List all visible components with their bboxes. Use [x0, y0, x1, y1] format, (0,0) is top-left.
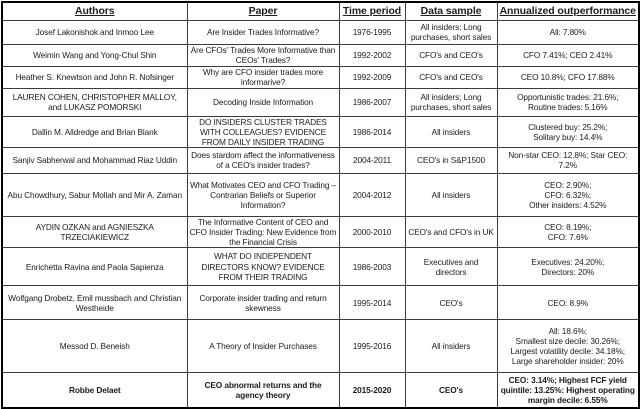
data-sample-cell: All insiders; Long purchases, short sale… — [404, 87, 498, 117]
outperformance-cell: Clustered buy: 25.2%; Solitary buy: 14.4… — [496, 115, 640, 148]
time-period-cell: 2004-2012 — [338, 172, 406, 217]
authors-cell: Wolfgang Drobetz, Emil mussbach and Chri… — [1, 285, 188, 321]
data-sample-cell: All insiders; Long purchases, short sale… — [404, 19, 498, 45]
time-period-cell: 2000-2010 — [338, 215, 406, 249]
time-period-cell: 1986-2007 — [338, 87, 406, 117]
data-sample-cell: CEO's — [404, 285, 498, 321]
outperformance-cell: CFO 7.41%; CEO 2.41% — [496, 43, 640, 67]
outperformance-cell: CEO: 8.19%; CFO: 7.6% — [496, 215, 640, 249]
authors-cell: Weimin Wang and Yong-Chul Shin — [1, 43, 188, 67]
paper-cell: What Motivates CEO and CFO Trading – Con… — [186, 172, 340, 217]
time-period-cell: 1986-2014 — [338, 115, 406, 148]
outperformance-cell: Executives: 24.20%; Directors: 20% — [496, 247, 640, 287]
table-row: Josef Lakonishok and Inmoo Lee Are Insid… — [1, 19, 640, 45]
paper-cell: Does stardom affect the informativeness … — [186, 146, 340, 174]
time-period-cell: 2004-2011 — [338, 146, 406, 174]
outperformance-cell: CEO: 3.14%; Highest FCF yield quintile: … — [496, 372, 640, 409]
authors-cell: Messod D. Beneish — [1, 319, 188, 374]
time-period-cell: 1992-2009 — [338, 65, 406, 89]
table-row: Dallin M. Alldredge and Brian Blank DO I… — [1, 115, 640, 148]
table-row: Heather S. Knewtson and John R. Nofsinge… — [1, 65, 640, 89]
data-sample-cell: All insiders — [404, 319, 498, 374]
table-row: Abu Chowdhury, Sabur Mollah and Mir A. Z… — [1, 172, 640, 217]
paper-cell: DO INSIDERS CLUSTER TRADES WITH COLLEAGU… — [186, 115, 340, 148]
paper-cell: Are Insider Trades Informative? — [186, 19, 340, 45]
paper-cell: Corporate insider trading and return ske… — [186, 285, 340, 321]
col-header-outperformance: Annualized outperformance — [496, 1, 640, 21]
table-row: Enrichetta Ravina and Paola Sapienza WHA… — [1, 247, 640, 287]
time-period-cell: 1986-2003 — [338, 247, 406, 287]
time-period-cell: 1992-2002 — [338, 43, 406, 67]
authors-cell: Sanjiv Sabherwal and Mohammad Riaz Uddin — [1, 146, 188, 174]
data-sample-cell: CFO's and CEO's — [404, 65, 498, 89]
outperformance-cell: CEO: 2.90%; CFO: 6.32%; Other insiders: … — [496, 172, 640, 217]
col-header-paper: Paper — [186, 1, 340, 21]
outperformance-cell: CEO: 8.9% — [496, 285, 640, 321]
authors-cell: Dallin M. Alldredge and Brian Blank — [1, 115, 188, 148]
col-header-data-sample: Data sample — [404, 1, 498, 21]
paper-cell: A Theory of Insider Purchases — [186, 319, 340, 374]
paper-cell: The Informative Content of CEO and CFO I… — [186, 215, 340, 249]
table-row: Weimin Wang and Yong-Chul Shin Are CFOs'… — [1, 43, 640, 67]
authors-cell: Josef Lakonishok and Inmoo Lee — [1, 19, 188, 45]
time-period-cell: 1995-2014 — [338, 285, 406, 321]
table-row: AYDIN OZKAN and AGNIESZKA TRZECIAKIEWICZ… — [1, 215, 640, 249]
time-period-cell: 1976-1995 — [338, 19, 406, 45]
data-sample-cell: CEO's and CFO's in UK — [404, 215, 498, 249]
table-row: Robbe Delaet CEO abnormal returns and th… — [1, 372, 640, 409]
table-row: LAUREN COHEN, CHRISTOPHER MALLOY, and LU… — [1, 87, 640, 117]
paper-cell: CEO abnormal returns and the agency theo… — [186, 372, 340, 409]
data-sample-cell: CEO's — [404, 372, 498, 409]
outperformance-cell: Non-star CEO: 12.8%; Star CEO: 7.2% — [496, 146, 640, 174]
data-sample-cell: CFO's and CEO's — [404, 43, 498, 67]
outperformance-cell: All: 18.6%; Smallest size decile: 30.26%… — [496, 319, 640, 374]
paper-cell: Are CFOs' Trades More Informative than C… — [186, 43, 340, 67]
data-sample-cell: All insiders — [404, 115, 498, 148]
authors-cell: AYDIN OZKAN and AGNIESZKA TRZECIAKIEWICZ — [1, 215, 188, 249]
paper-cell: WHAT DO INDEPENDENT DIRECTORS KNOW? EVID… — [186, 247, 340, 287]
time-period-cell: 2015-2020 — [338, 372, 406, 409]
authors-cell: Heather S. Knewtson and John R. Nofsinge… — [1, 65, 188, 89]
authors-cell: Enrichetta Ravina and Paola Sapienza — [1, 247, 188, 287]
outperformance-cell: CEO 10.8%; CFO 17.88% — [496, 65, 640, 89]
authors-cell: LAUREN COHEN, CHRISTOPHER MALLOY, and LU… — [1, 87, 188, 117]
table-row: Messod D. Beneish A Theory of Insider Pu… — [1, 319, 640, 374]
outperformance-cell: Opportunistic trades: 21.6%; Routine tra… — [496, 87, 640, 117]
authors-cell: Abu Chowdhury, Sabur Mollah and Mir A. Z… — [1, 172, 188, 217]
col-header-time-period: Time period — [338, 1, 406, 21]
time-period-cell: 1995-2016 — [338, 319, 406, 374]
outperformance-cell: All: 7.80% — [496, 19, 640, 45]
table-row: Wolfgang Drobetz, Emil mussbach and Chri… — [1, 285, 640, 321]
data-sample-cell: CEO's in S&P1500 — [404, 146, 498, 174]
paper-cell: Decoding Inside Information — [186, 87, 340, 117]
paper-cell: Why are CFO insider trades more informar… — [186, 65, 340, 89]
data-sample-cell: All insiders — [404, 172, 498, 217]
table-row: Sanjiv Sabherwal and Mohammad Riaz Uddin… — [1, 146, 640, 174]
data-sample-cell: Executives and directors — [404, 247, 498, 287]
header-row: Authors Paper Time period Data sample An… — [1, 1, 640, 21]
authors-cell: Robbe Delaet — [1, 372, 188, 409]
col-header-authors: Authors — [1, 1, 188, 21]
